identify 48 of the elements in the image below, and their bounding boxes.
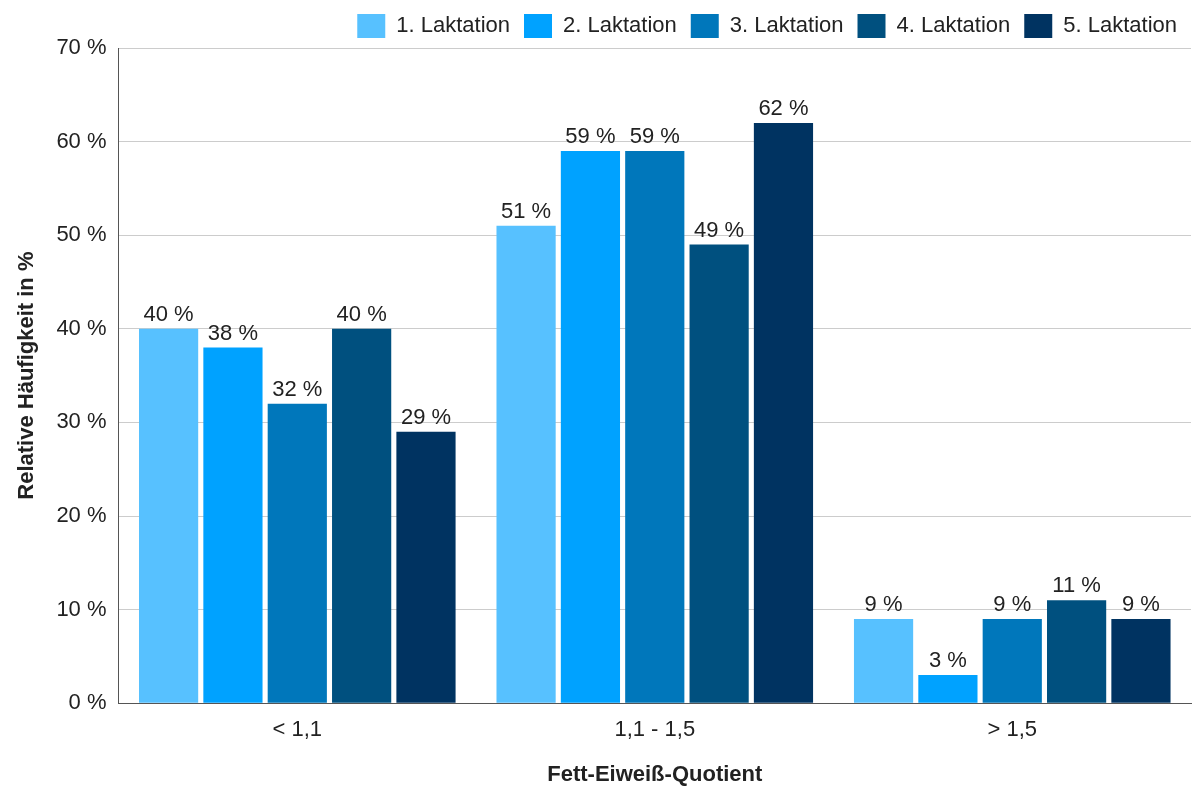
data-label: 3 %	[928, 647, 967, 673]
y-axis-title: Relative Häufigkeit in %	[13, 251, 39, 500]
x-tick-label: 1,1 - 1,5	[614, 716, 696, 742]
data-label: 38 %	[207, 319, 259, 345]
bar	[203, 347, 263, 703]
y-tick-label: 20 %	[56, 502, 107, 528]
bar	[753, 122, 814, 703]
bar	[853, 618, 914, 703]
data-label: 29 %	[400, 403, 452, 429]
bar	[396, 431, 456, 703]
bar	[625, 150, 685, 703]
bar	[1111, 618, 1171, 703]
data-label: 62 %	[758, 94, 809, 120]
data-label: 49 %	[694, 216, 745, 242]
data-label: 40 %	[336, 300, 387, 326]
x-tick-label: < 1,1	[272, 716, 323, 742]
data-label: 40 %	[143, 300, 194, 326]
bar	[267, 403, 327, 703]
legend-label: 4. Laktation	[896, 12, 1011, 38]
bar	[560, 150, 621, 703]
legend-label: 3. Laktation	[729, 12, 844, 38]
y-tick-label: 0 %	[68, 689, 107, 715]
bar	[138, 328, 199, 703]
bar	[982, 618, 1042, 703]
data-label: 11 %	[1052, 572, 1101, 598]
legend-label: 5. Laktation	[1063, 12, 1177, 38]
legend-label: 2. Laktation	[563, 12, 677, 38]
data-label: 51 %	[501, 197, 552, 223]
bar	[332, 328, 392, 703]
bar	[496, 225, 556, 703]
legend-label: 1. Laktation	[396, 12, 510, 38]
y-tick-label: 70 %	[56, 34, 107, 60]
x-axis-title: Fett-Eiweiß-Quotient	[547, 760, 763, 786]
x-tick-label: > 1,5	[987, 716, 1038, 742]
data-label: 9 %	[993, 591, 1032, 617]
data-label: 59 %	[629, 123, 680, 149]
y-tick-label: 30 %	[56, 408, 107, 434]
data-label: 32 %	[272, 375, 323, 401]
bar	[689, 244, 749, 703]
data-label: 59 %	[565, 123, 616, 149]
y-tick-label: 10 %	[56, 595, 107, 621]
bar	[1047, 600, 1107, 703]
y-tick-label: 40 %	[56, 314, 107, 340]
data-label: 9 %	[864, 591, 903, 617]
y-tick-label: 50 %	[56, 221, 107, 247]
y-tick-label: 60 %	[56, 127, 107, 153]
bar	[918, 675, 978, 703]
data-label: 9 %	[1121, 591, 1160, 617]
